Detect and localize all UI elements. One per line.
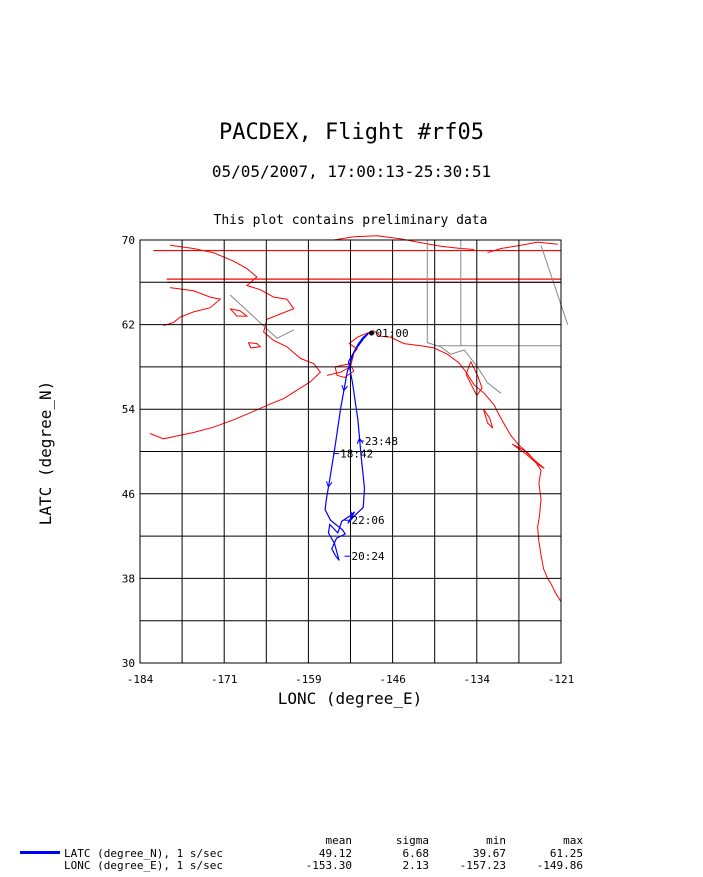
y-tick-label: 54 [122, 403, 136, 416]
time-label: 18:42 [340, 448, 373, 461]
flight-track-line [324, 332, 369, 561]
coastline [163, 287, 222, 327]
preliminary-note: This plot contains preliminary data [213, 213, 488, 228]
time-label: 23:48 [365, 435, 398, 448]
coastline [483, 408, 494, 429]
coastline [511, 443, 545, 469]
political-border [426, 240, 502, 394]
coastline [229, 308, 249, 317]
x-axis-label: LONC (degree_E) [278, 689, 423, 708]
stat-header-sigma: sigma [395, 834, 429, 847]
stat-row-max: -149.86 [536, 859, 583, 872]
political-border [229, 294, 294, 339]
political-border [540, 245, 569, 325]
time-label: 20:24 [352, 550, 385, 563]
stat-row-mean: 49.12 [318, 847, 352, 860]
y-tick-label: 62 [122, 319, 135, 332]
time-label: 22:06 [352, 514, 385, 527]
stat-header-min: min [486, 834, 506, 847]
grid-layer [140, 240, 561, 663]
track-direction-arrow [356, 437, 364, 444]
coastline [333, 235, 475, 250]
plot-title: PACDEX, Flight #rf05 [219, 120, 484, 145]
stat-row-mean: -153.30 [305, 859, 352, 872]
track-direction-arrow [341, 384, 348, 392]
coastline [334, 363, 355, 379]
y-tick-label: 38 [122, 572, 135, 585]
start-end-marker [369, 330, 375, 336]
stat-row-sigma: 6.68 [402, 847, 430, 860]
stat-row-min: -157.23 [459, 859, 506, 872]
coastline [487, 241, 558, 254]
stat-row-label: LONC (degree_E), 1 s/sec [64, 859, 223, 872]
x-tick-label: -134 [464, 673, 491, 686]
stat-header-max: max [563, 834, 583, 847]
coastline-layer [149, 235, 562, 602]
stat-row-sigma: 2.13 [402, 859, 430, 872]
x-tick-label: -184 [127, 673, 154, 686]
x-tick-label: -159 [295, 673, 322, 686]
track-direction-arrow [326, 481, 333, 488]
tick-layer: -184 -171 -159 -146 -134 -121 30 38 46 54 62 70 [122, 234, 575, 686]
stat-header-mean: mean [325, 834, 353, 847]
x-tick-label: -146 [379, 673, 406, 686]
track-direction-arrow [350, 511, 357, 519]
border-layer [229, 240, 569, 394]
stat-row-min: 39.67 [472, 847, 506, 860]
y-tick-label: 70 [122, 234, 135, 247]
time-label: 01:00 [376, 327, 409, 340]
plot-frame [139, 239, 562, 664]
stat-row-label: LATC (degree_N), 1 s/sec [64, 847, 223, 860]
coastline [149, 244, 322, 440]
legend-line-swatch [20, 851, 60, 854]
y-tick-label: 46 [122, 488, 135, 501]
y-tick-label: 30 [122, 657, 135, 670]
statistics-table: mean sigma min max LATC (degree_N), 1 s/… [0, 832, 703, 877]
y-axis-label: LATC (degree_N) [36, 381, 55, 526]
x-tick-label: -121 [548, 673, 575, 686]
x-tick-label: -171 [211, 673, 238, 686]
plot-subtitle: 05/05/2007, 17:00:13-25:30:51 [211, 162, 492, 181]
coastline [247, 342, 262, 349]
coastline [326, 330, 562, 602]
stat-row-max: 61.25 [549, 847, 583, 860]
